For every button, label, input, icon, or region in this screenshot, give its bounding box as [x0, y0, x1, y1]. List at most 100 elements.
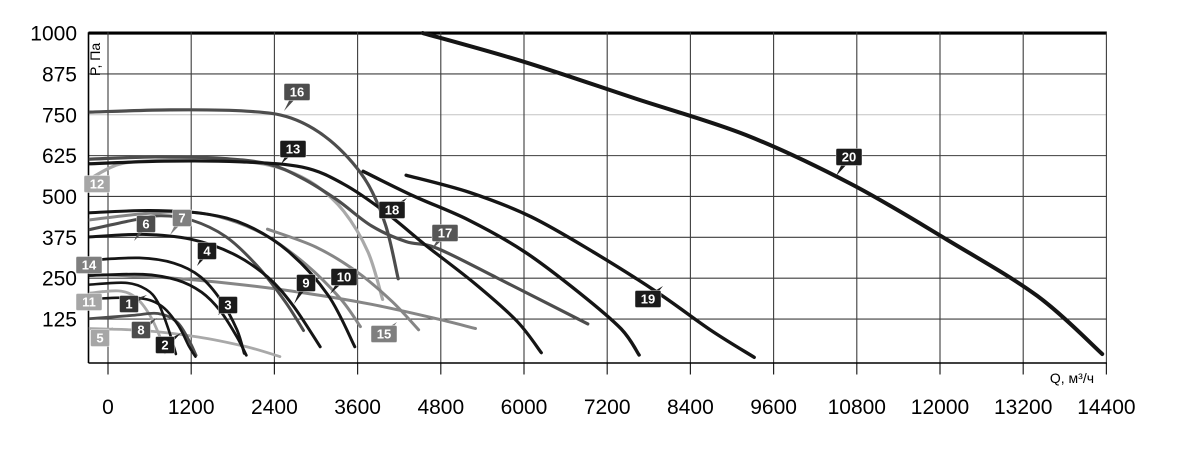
badge-box-12: [83, 175, 111, 193]
curve-badge-4: 4: [197, 242, 217, 266]
fan-curve-3: [88, 272, 248, 357]
badge-box-1: [119, 295, 139, 313]
fan-curve-8: [88, 311, 198, 357]
badge-box-8: [131, 321, 151, 339]
badge-number-7: 7: [178, 211, 185, 226]
badge-box-7: [172, 209, 192, 227]
x-tick-label-6000: 6000: [501, 396, 548, 419]
curve-badge-15: 15: [370, 322, 398, 343]
fan-curve-18: [361, 169, 641, 357]
badge-number-13: 13: [286, 142, 300, 157]
badge-number-1: 1: [125, 297, 132, 312]
y-tick-label-875: 875: [42, 63, 77, 86]
badge-box-3: [218, 296, 238, 314]
badge-box-16: [283, 83, 311, 101]
fan-curve-10: [88, 208, 357, 349]
badge-number-19: 19: [641, 292, 655, 307]
badge-box-18: [378, 201, 406, 219]
x-tick-label-4800: 4800: [417, 396, 464, 419]
badge-number-14: 14: [82, 258, 97, 273]
curve-badge-19: 19: [634, 286, 663, 308]
curve-badge-6: 6: [134, 215, 156, 241]
badge-number-15: 15: [377, 327, 391, 342]
badge-number-3: 3: [224, 298, 231, 313]
x-tick-label-1200: 1200: [168, 396, 215, 419]
fan-curve-9: [88, 232, 322, 349]
fan-curve-19: [404, 173, 756, 359]
x-tick-label-0: 0: [102, 396, 114, 419]
x-tick-label-14400: 14400: [1077, 396, 1135, 419]
badge-box-2: [155, 336, 175, 354]
fan-curve-20: [420, 31, 1105, 356]
curve-badge-16: 16: [283, 83, 311, 111]
y-axis-title: P, Па: [87, 43, 103, 76]
badge-number-12: 12: [90, 177, 104, 192]
y-tick-label-250: 250: [42, 268, 77, 291]
curve-badge-18: 18: [378, 198, 407, 219]
badge-number-16: 16: [290, 85, 304, 100]
fan-curve-6: [88, 214, 305, 332]
x-tick-label-10800: 10800: [828, 396, 886, 419]
y-tick-label-1000: 1000: [30, 23, 77, 46]
fan-curve-1: [88, 281, 178, 356]
x-tick-label-13200: 13200: [994, 396, 1052, 419]
curve-badge-12: 12: [83, 175, 111, 193]
badge-box-13: [279, 140, 307, 158]
badge-box-10: [330, 268, 358, 286]
x-tick-label-9600: 9600: [750, 396, 797, 419]
x-tick-label-3600: 3600: [334, 396, 381, 419]
badge-number-4: 4: [203, 244, 211, 259]
x-tick-label-8400: 8400: [667, 396, 714, 419]
badge-box-14: [75, 256, 103, 274]
badge-box-19: [634, 290, 662, 308]
badge-box-15: [370, 325, 398, 343]
badge-box-17: [431, 224, 459, 242]
badge-number-2: 2: [161, 338, 168, 353]
fan-curve-4: [88, 256, 246, 355]
fan-curve-17: [88, 155, 590, 326]
curve-badge-9: 9: [294, 274, 316, 304]
badge-box-20: [835, 148, 863, 166]
badge-box-11: [75, 293, 103, 311]
curves-layer: [88, 31, 1105, 359]
fan-curve-15: [265, 227, 421, 332]
y-tick-label-750: 750: [42, 104, 77, 127]
grid-layer: [87, 31, 1108, 375]
badge-number-18: 18: [385, 203, 399, 218]
badge-number-17: 17: [438, 226, 452, 241]
fan-curve-13: [88, 159, 543, 355]
badge-box-4: [197, 242, 217, 260]
badge-number-6: 6: [142, 217, 149, 232]
y-tick-label-125: 125: [42, 309, 77, 332]
badge-number-20: 20: [842, 150, 856, 165]
curve-badge-5: 5: [90, 327, 113, 347]
fan-curve-14: [88, 272, 477, 330]
curve-badge-7: 7: [170, 209, 192, 235]
badge-number-5: 5: [96, 331, 103, 346]
curve-badge-11: 11: [75, 290, 103, 311]
y-tick-label-500: 500: [42, 186, 77, 209]
badge-box-9: [296, 274, 316, 292]
badge-number-11: 11: [82, 295, 96, 310]
curve-badge-14: 14: [75, 256, 103, 274]
curve-badge-8: 8: [131, 318, 157, 339]
curve-badge-10: 10: [330, 268, 358, 294]
badge-number-8: 8: [137, 323, 144, 338]
badge-box-6: [136, 215, 156, 233]
badge-number-10: 10: [337, 270, 351, 285]
badge-box-5: [90, 329, 110, 347]
curve-badge-1: 1: [119, 295, 147, 313]
curve-badge-17: 17: [431, 224, 459, 249]
y-tick-label-375: 375: [42, 227, 77, 250]
fan-curve-5: [88, 327, 282, 358]
curve-badge-3: 3: [218, 296, 238, 315]
badge-number-9: 9: [302, 276, 309, 291]
curve-badge-20: 20: [835, 148, 863, 176]
x-tick-label-7200: 7200: [584, 396, 631, 419]
curve-badge-2: 2: [155, 333, 181, 354]
y-tick-label-625: 625: [42, 145, 77, 168]
